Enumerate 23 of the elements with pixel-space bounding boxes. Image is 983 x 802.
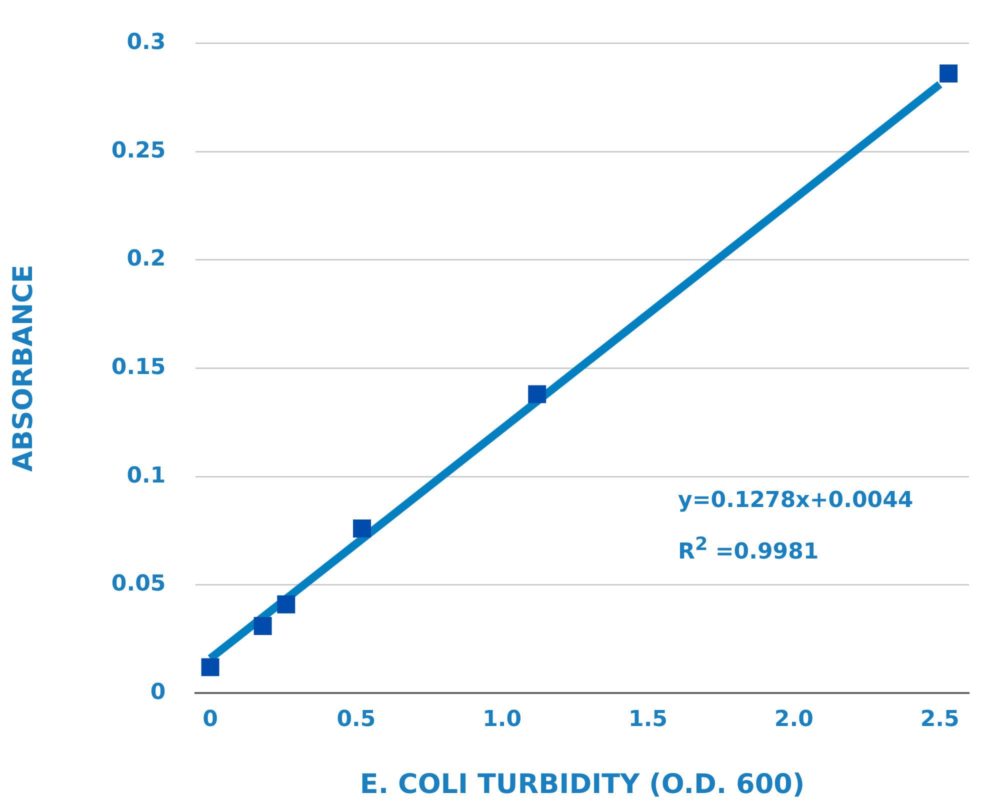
point (528, 385, 546, 404)
y-tick-label: 0.3 (126, 30, 166, 55)
annotation: R$^{2}$ =0.9981 (678, 534, 819, 564)
y-tick-label: 0.05 (111, 572, 166, 597)
y-axis-title: ABSORBANCE (8, 264, 40, 472)
x-tick-label: 2.5 (920, 707, 960, 732)
x-tick-label: 2.0 (774, 707, 814, 732)
x-axis-title: E. COLI TURBIDITY (O.D. 600) (360, 768, 805, 800)
x-tick-label: 0 (202, 707, 218, 732)
y-tick-label: 0 (150, 680, 166, 705)
x-tick-label: 0.5 (336, 707, 376, 732)
y-tick-label: 0.2 (126, 246, 166, 272)
x-tick-label: 1.5 (628, 707, 668, 732)
annotation: y=0.1278x+0.0044 (678, 488, 914, 513)
point (353, 520, 372, 538)
x-tick-label: 1.0 (482, 707, 522, 732)
point (940, 64, 958, 83)
point (254, 617, 272, 636)
y-tick-label: 0.15 (111, 354, 166, 380)
y-tick-label: 0.25 (111, 138, 166, 164)
y-tick-label: 0.1 (126, 463, 166, 488)
point (277, 595, 296, 614)
point (201, 658, 220, 676)
